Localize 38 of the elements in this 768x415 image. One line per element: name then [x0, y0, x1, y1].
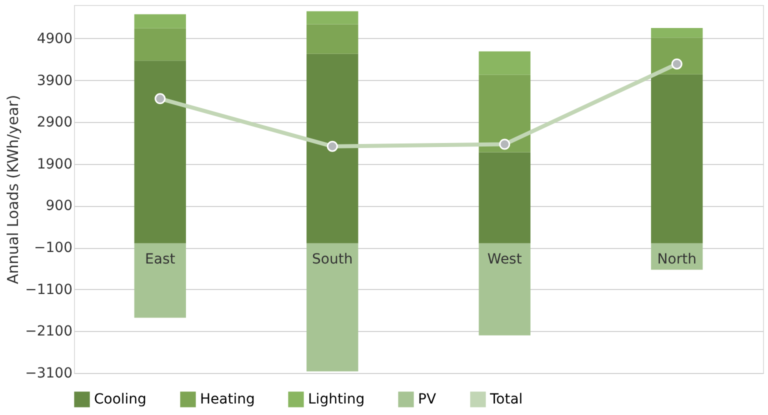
bar: [306, 24, 358, 54]
bar: [478, 74, 530, 152]
bar: [306, 11, 358, 24]
bar: [134, 243, 186, 318]
point: [671, 58, 682, 70]
y-axis-title: Annual Loads (KWh/year): [4, 94, 22, 284]
bar: [478, 152, 530, 244]
point: [154, 93, 166, 104]
bar: [134, 14, 186, 28]
y-tick-label: 3900: [36, 72, 72, 89]
y-tick-label: −2100: [25, 324, 72, 340]
point: [326, 140, 338, 152]
legend-label: Lighting: [308, 391, 365, 408]
bar: [134, 60, 186, 244]
legend-label: PV: [418, 391, 436, 408]
x-tick-label: South: [312, 251, 353, 268]
x-tick-label: East: [145, 251, 176, 268]
y-tick-label: 1900: [36, 156, 72, 172]
legend-label: Heating: [200, 391, 255, 408]
bar: [478, 51, 530, 75]
y-tick-label: −3100: [25, 366, 72, 382]
bar: [651, 28, 703, 38]
x-tick-label: West: [487, 251, 522, 268]
bar: [478, 243, 530, 336]
bar: [306, 243, 358, 372]
bar: [306, 54, 358, 244]
y-tick-label: −1100: [25, 282, 72, 298]
bar: [134, 28, 186, 61]
y-tick-label: 2900: [36, 114, 72, 131]
bar: [651, 74, 703, 244]
y-tick-label: 4900: [36, 30, 72, 47]
y-tick-label: −100: [34, 240, 72, 256]
legend-label: Total: [489, 391, 523, 408]
x-tick-label: North: [657, 251, 696, 268]
bar: [651, 38, 703, 74]
point: [499, 138, 510, 150]
y-tick-label: 900: [46, 198, 72, 214]
legend-label: Cooling: [94, 391, 146, 408]
